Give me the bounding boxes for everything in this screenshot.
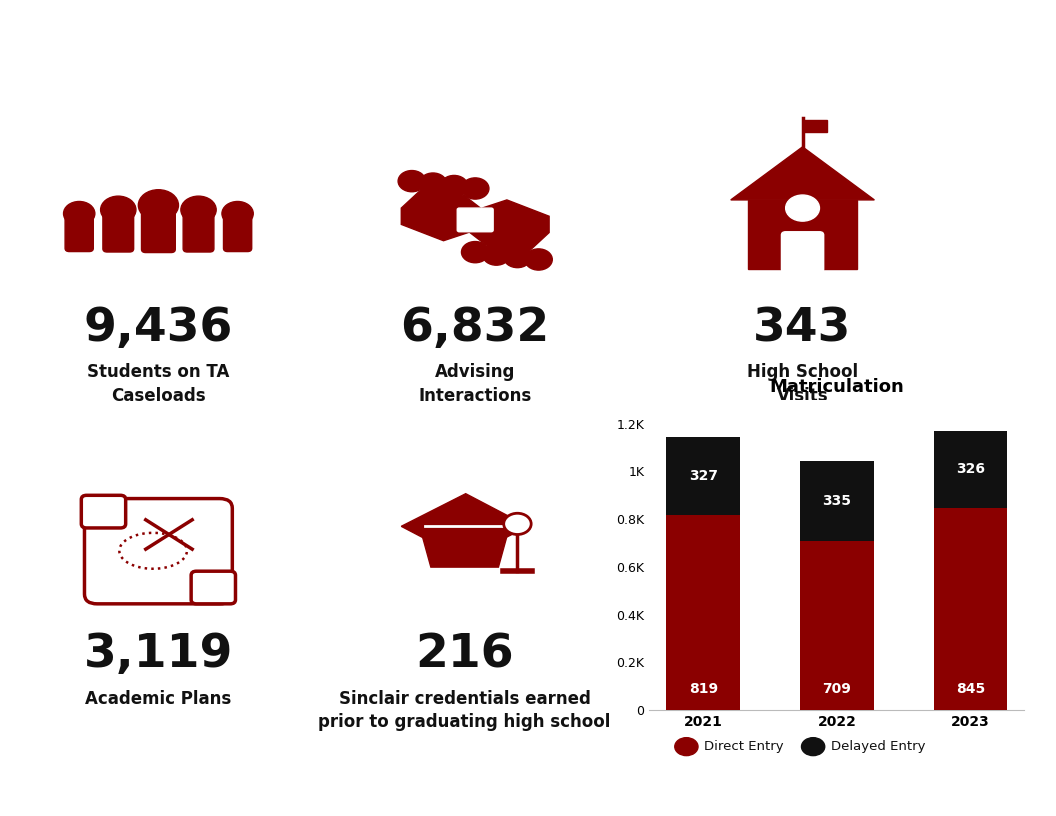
Polygon shape	[465, 200, 549, 257]
Text: 845: 845	[956, 681, 985, 695]
Circle shape	[504, 513, 531, 534]
FancyBboxPatch shape	[191, 571, 235, 604]
Circle shape	[461, 242, 489, 263]
Circle shape	[525, 249, 552, 270]
Polygon shape	[401, 184, 486, 241]
Circle shape	[138, 190, 178, 221]
Circle shape	[419, 173, 447, 194]
FancyBboxPatch shape	[84, 499, 232, 604]
Bar	[934, 508, 1007, 710]
FancyBboxPatch shape	[183, 206, 214, 252]
Text: 709: 709	[823, 681, 851, 695]
Bar	[934, 431, 1007, 508]
Bar	[666, 437, 740, 515]
Bar	[666, 515, 740, 710]
Text: 327: 327	[689, 468, 718, 482]
Circle shape	[483, 244, 510, 265]
Text: Sinclair credentials earned
prior to graduating high school: Sinclair credentials earned prior to gra…	[319, 690, 610, 731]
FancyBboxPatch shape	[224, 210, 251, 251]
Text: Academic Plans: Academic Plans	[86, 690, 231, 707]
Circle shape	[461, 178, 489, 199]
Circle shape	[440, 175, 468, 197]
Text: 335: 335	[823, 494, 851, 508]
Text: Delayed Entry: Delayed Entry	[831, 740, 925, 753]
Text: 6,832: 6,832	[400, 306, 550, 351]
FancyBboxPatch shape	[748, 200, 857, 269]
Text: Advising
Interactions: Advising Interactions	[418, 363, 532, 405]
Circle shape	[786, 195, 819, 221]
FancyBboxPatch shape	[102, 206, 134, 252]
Text: 9,436: 9,436	[83, 306, 233, 351]
Bar	[800, 461, 873, 541]
Polygon shape	[420, 529, 509, 567]
FancyBboxPatch shape	[142, 202, 175, 253]
Circle shape	[675, 738, 698, 756]
Circle shape	[504, 246, 531, 268]
Text: 3,119: 3,119	[83, 632, 233, 677]
Circle shape	[181, 196, 216, 224]
Text: 819: 819	[689, 681, 718, 695]
Polygon shape	[401, 494, 528, 559]
Circle shape	[100, 196, 136, 224]
Circle shape	[63, 202, 95, 226]
Text: 343: 343	[753, 306, 852, 351]
Circle shape	[802, 738, 825, 756]
Polygon shape	[731, 147, 874, 200]
FancyBboxPatch shape	[804, 120, 827, 132]
FancyBboxPatch shape	[781, 232, 824, 273]
FancyBboxPatch shape	[65, 210, 93, 251]
Text: 326: 326	[956, 463, 985, 477]
Text: Direct Entry: Direct Entry	[704, 740, 784, 753]
Text: High School
Visits: High School Visits	[747, 363, 859, 405]
Circle shape	[222, 202, 253, 226]
Text: Students on TA
Caseloads: Students on TA Caseloads	[88, 363, 229, 405]
FancyBboxPatch shape	[81, 495, 126, 528]
Text: 216: 216	[415, 632, 514, 677]
Circle shape	[398, 171, 426, 192]
FancyBboxPatch shape	[457, 208, 493, 232]
Title: Matriculation: Matriculation	[770, 378, 904, 396]
Bar	[800, 541, 873, 710]
